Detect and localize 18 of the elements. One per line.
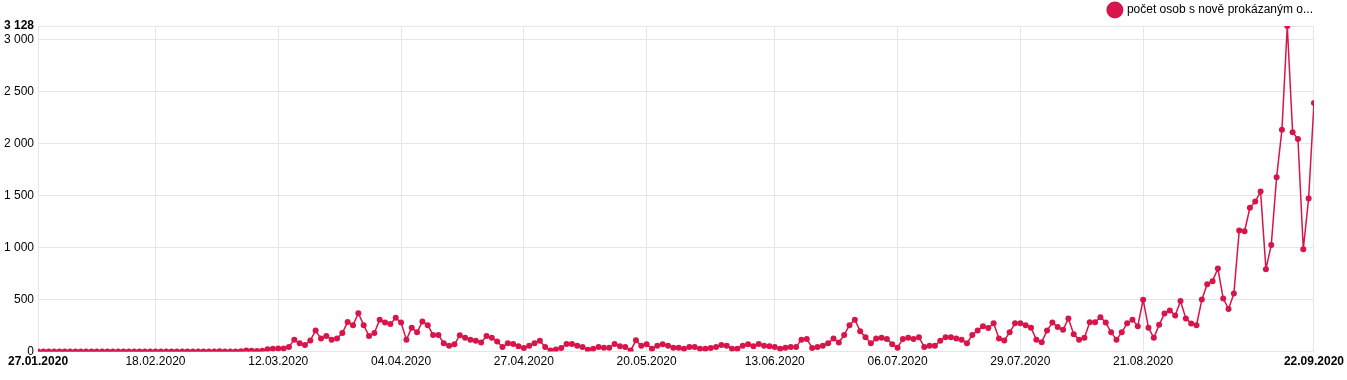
y-tick-label: 1 000	[4, 239, 35, 254]
x-tick-label: 06.07.2020	[867, 354, 928, 369]
y-tick-label: 2 500	[4, 83, 35, 98]
x-tick-label: 13.06.2020	[744, 354, 806, 369]
y-tick-label: 3 000	[4, 31, 35, 46]
x-tick-label: 22.09.2020	[1283, 354, 1345, 369]
x-tick-label: 18.02.2020	[125, 354, 186, 369]
x-tick-label: 27.04.2020	[493, 354, 555, 369]
x-tick-label: 04.04.2020	[371, 354, 432, 369]
x-tick-label: 20.05.2020	[616, 354, 677, 369]
x-tick-label: 29.07.2020	[990, 354, 1051, 369]
y-tick-label: 1 500	[4, 187, 35, 202]
y-tick-label: 2 000	[4, 135, 35, 150]
y-tick-label: 500	[14, 291, 35, 306]
x-tick-label: 12.03.2020	[248, 354, 309, 369]
legend-label: počet osob s nově prokázaným o...	[1126, 2, 1313, 17]
y-tick-label: 3 128	[4, 18, 35, 33]
x-tick-label: 21.08.2020	[1113, 354, 1174, 369]
